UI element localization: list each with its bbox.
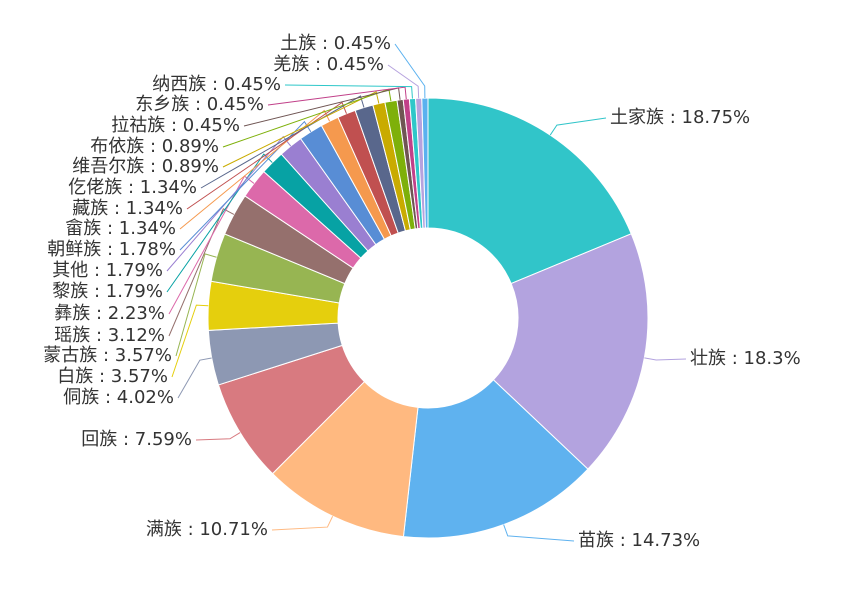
slice-label-其他: 其他 : 1.79% [52,260,163,281]
leader-line-土族 [394,43,426,99]
leader-line-纳西族 [284,84,413,99]
leader-line-土家族 [549,117,607,136]
slice-label-拉祜族: 拉祜族 : 0.45% [111,115,240,136]
slice-label-瑶族: 瑶族 : 3.12% [54,325,165,346]
leader-line-黎族 [166,153,273,293]
slice-土家族[interactable] [427,97,632,285]
slice-苗族[interactable] [402,379,589,539]
slice-label-仡佬族: 仡佬族 : 1.34% [68,177,197,198]
slice-label-回族: 回族 : 7.59% [81,429,192,450]
leader-line-白族 [171,304,209,378]
slice-label-侗族: 侗族 : 4.02% [63,387,174,408]
slice-label-黎族: 黎族 : 1.79% [52,281,163,302]
leader-line-壮族 [644,357,687,361]
leader-line-蒙古族 [175,253,217,357]
leader-line-其他 [166,135,292,272]
leader-line-回族 [195,432,241,441]
slice-label-畲族: 畲族 : 1.34% [65,218,176,239]
slice-label-满族: 满族 : 10.71% [146,519,268,540]
leader-line-瑶族 [168,208,235,337]
slice-label-藏族: 藏族 : 1.34% [72,198,183,219]
donut-slices [207,97,649,539]
slice-壮族[interactable] [492,233,649,470]
slice-label-东乡族: 东乡族 : 0.45% [135,94,264,115]
slice-label-蒙古族: 蒙古族 : 3.57% [43,345,172,366]
slice-label-彝族: 彝族 : 2.23% [54,303,165,324]
leader-line-羌族 [387,64,420,99]
slice-label-朝鲜族: 朝鲜族 : 1.78% [47,239,176,260]
slice-label-土族: 土族 : 0.45% [280,33,391,54]
slice-label-布依族: 布依族 : 0.89% [90,136,219,157]
leader-line-藏族 [186,101,347,210]
slice-label-壮族: 壮族 : 18.3% [690,348,801,369]
slice-label-纳西族: 纳西族 : 0.45% [152,74,281,95]
leader-line-朝鲜族 [179,120,312,251]
leader-line-苗族 [503,524,575,542]
leader-line-满族 [271,516,334,531]
leader-line-东乡族 [267,86,407,106]
slice-土族[interactable] [421,97,429,229]
leader-line-维吾尔族 [222,91,380,168]
slice-label-维吾尔族: 维吾尔族 : 0.89% [72,156,219,177]
slice-label-土家族: 土家族 : 18.75% [610,107,750,128]
slice-label-羌族: 羌族 : 0.45% [273,54,384,75]
leader-line-侗族 [177,357,212,399]
slice-label-白族: 白族 : 3.57% [57,366,168,387]
leader-line-畲族 [179,109,331,230]
label-leader-lines [166,43,687,542]
slice-label-苗族: 苗族 : 14.73% [578,530,700,551]
slice-labels: 土家族 : 18.75% 壮族 : 18.3% 苗族 : 14.73% 满族 : 10… [43,33,800,551]
leader-line-仡佬族 [200,95,365,189]
